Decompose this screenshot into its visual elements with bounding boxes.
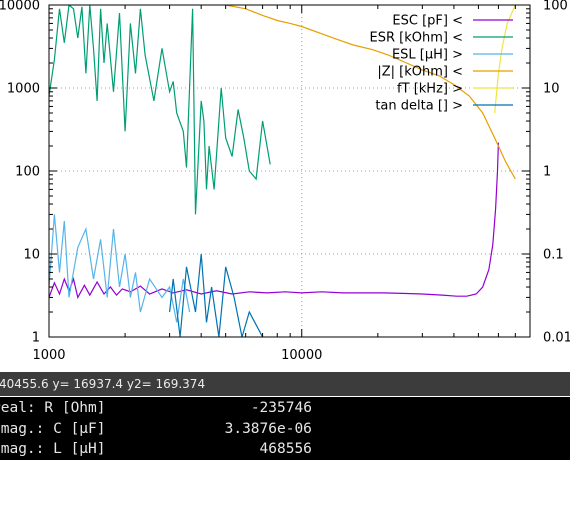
term-line-capacitance: imag.: C [µF] 3.3876e-06 bbox=[0, 419, 312, 439]
y-tick-label: 1 bbox=[32, 331, 40, 346]
y-tick-label: 10000 bbox=[0, 0, 40, 14]
status-bar: 40455.6 y= 16937.4 y2= 169.374 bbox=[0, 372, 570, 396]
y-tick-label: 10 bbox=[23, 248, 40, 263]
y2-tick-label: 10 bbox=[543, 82, 560, 97]
series-line bbox=[49, 214, 191, 323]
plot-background bbox=[0, 0, 570, 372]
term-value: -235746 bbox=[250, 400, 312, 416]
term-value: 3.3876e-06 bbox=[224, 421, 312, 437]
series-line bbox=[494, 5, 516, 114]
legend-label: ESL [µH] > bbox=[392, 48, 463, 63]
term-line-inductance: imag.: L [µH] 468556 bbox=[0, 439, 312, 459]
series-line bbox=[49, 5, 271, 215]
legend-label: ESR [kOhm] < bbox=[370, 31, 463, 46]
term-label: imag.: C [µF] bbox=[0, 421, 106, 437]
legend-label: tan delta [] > bbox=[375, 99, 463, 114]
x-tick-label: 1000 bbox=[32, 348, 65, 363]
axes-layer: 1 10 100 1000 10000 0.01 0.1 1 10 100 1000 10000 bbox=[0, 0, 570, 363]
legend-label: fT [kHz] > bbox=[397, 82, 463, 97]
y2-tick-label: 1 bbox=[543, 165, 551, 180]
y2-tick-label: 100 bbox=[543, 0, 568, 14]
y-tick-label: 100 bbox=[15, 165, 40, 180]
y2-tick-label: 0.01 bbox=[543, 331, 570, 346]
y2-tick-label: 0.1 bbox=[543, 248, 564, 263]
cursor-readout: 40455.6 y= 16937.4 y2= 169.374 bbox=[0, 377, 206, 391]
term-value: 468556 bbox=[259, 441, 312, 457]
series-line bbox=[49, 142, 499, 300]
legend-label: ESC [pF] < bbox=[392, 14, 463, 29]
legend-label: |Z| [kOhm] < bbox=[377, 65, 463, 80]
series-line bbox=[169, 253, 264, 337]
term-label: imag.: L [µH] bbox=[0, 441, 106, 457]
series-layer bbox=[49, 5, 516, 337]
impedance-chart[interactable]: 1 10 100 1000 10000 0.01 0.1 1 10 100 1000 10000 ES… bbox=[0, 0, 570, 372]
grid bbox=[49, 5, 530, 337]
term-label: real: R [Ohm] bbox=[0, 400, 106, 416]
legend[interactable]: ESC [pF] < ESR [kOhm] < ESL [µH] > |Z| [kOh… bbox=[370, 14, 513, 114]
x-tick-label: 10000 bbox=[281, 348, 322, 363]
y-tick-label: 1000 bbox=[7, 82, 40, 97]
term-line-real: real: R [Ohm] -235746 bbox=[0, 398, 312, 418]
terminal-output: real: R [Ohm] -235746 imag.: C [µF] 3.38… bbox=[0, 397, 570, 460]
